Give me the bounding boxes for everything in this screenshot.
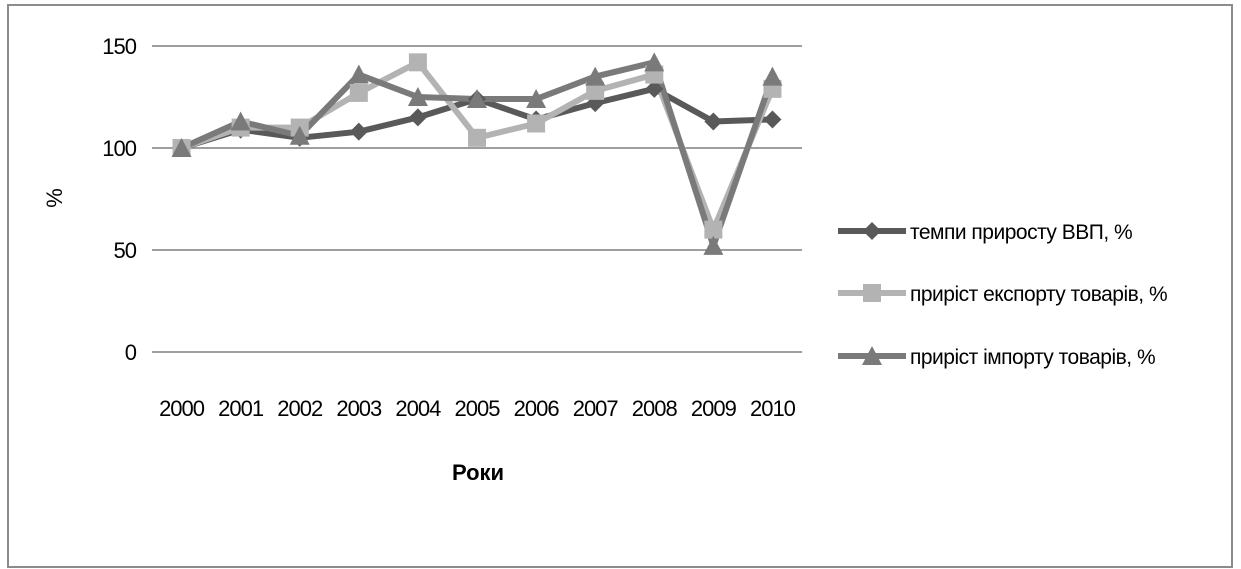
axes: 0 50 100 150 2000 2001 2002 2003 2004 2005 2006 200… (102, 34, 796, 421)
series-2-point (349, 83, 368, 102)
series-2-point (586, 81, 605, 100)
series-1-point (408, 108, 427, 127)
series-2-point (408, 53, 427, 72)
legend-marker-2 (863, 284, 881, 302)
x-tick-label: 2007 (573, 396, 619, 421)
legend: темпи приросту ВВП, % приріст експорту то… (838, 221, 1168, 369)
x-tick-label: 2006 (514, 396, 560, 421)
y-tick-label: 50 (114, 238, 137, 263)
legend-label-1: темпи приросту ВВП, % (910, 221, 1132, 244)
legend-marker-3 (862, 346, 882, 365)
x-tick-label: 2002 (277, 396, 323, 421)
series-markers (171, 52, 783, 255)
series-1-point (645, 79, 664, 98)
y-tick-label: 100 (102, 136, 136, 161)
series-3-point (585, 66, 606, 86)
gridlines (152, 45, 802, 353)
x-tick-label: 2005 (455, 396, 501, 421)
series-2-point (704, 220, 723, 239)
series-2-point (468, 128, 486, 147)
series-1-point (763, 110, 782, 129)
legend-label-3: приріст імпорту товарів, % (910, 346, 1155, 369)
x-axis-title: Роки (452, 460, 504, 485)
x-tick-label: 2010 (750, 396, 796, 421)
x-tick-label: 2008 (632, 396, 678, 421)
series-3-point (644, 52, 665, 72)
series-1-point (349, 122, 368, 141)
x-tick-label: 2001 (218, 396, 264, 421)
series-3-point (762, 66, 783, 86)
x-tick-label: 2000 (159, 396, 205, 421)
series-2-point (527, 114, 546, 133)
series-3-point (703, 235, 724, 255)
legend-marker-1 (863, 222, 881, 240)
y-tick-label: 0 (125, 340, 137, 365)
series-3-point (289, 125, 310, 145)
y-axis-title: % (42, 188, 67, 208)
y-tick-label: 150 (102, 34, 136, 59)
series-1-point (704, 112, 723, 131)
series-3-point (467, 89, 487, 109)
series-3-point (526, 89, 547, 109)
series-3-point (230, 111, 251, 131)
x-tick-label: 2009 (691, 396, 737, 421)
series-3-point (171, 138, 192, 157)
series-3-point (348, 64, 369, 84)
series-3-point (407, 87, 428, 106)
x-tick-label: 2003 (336, 396, 382, 421)
x-tick-label: 2004 (395, 396, 441, 421)
legend-label-2: приріст експорту товарів, % (910, 283, 1167, 306)
